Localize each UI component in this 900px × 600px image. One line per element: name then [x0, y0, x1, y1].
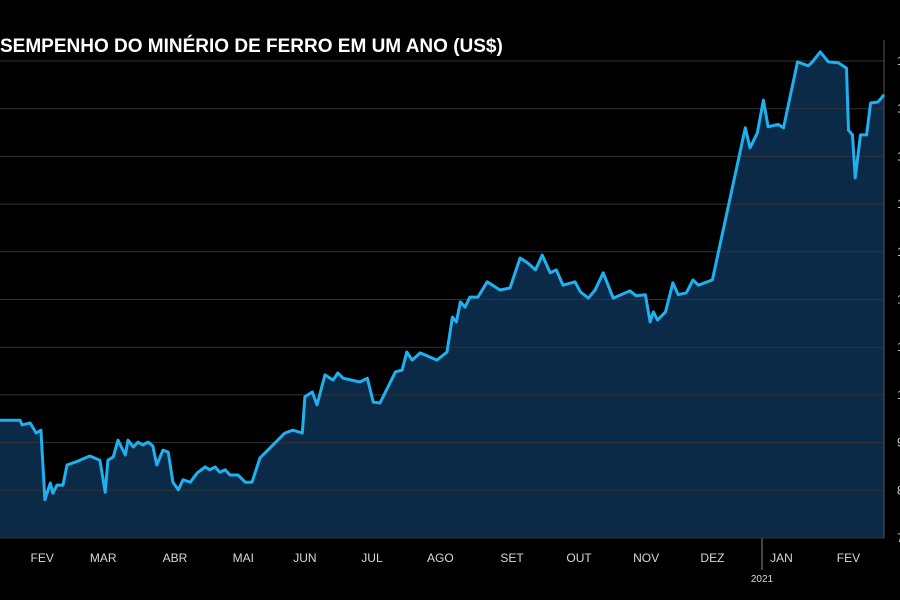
- y-tick-label: 90: [897, 436, 900, 450]
- y-tick-label: 80: [897, 483, 900, 497]
- y-tick-label: 140: [897, 197, 900, 211]
- x-tick-label: OUT: [566, 551, 592, 565]
- y-tick-label: 160: [897, 102, 900, 116]
- x-tick-label: FEV: [31, 551, 54, 565]
- x-tick-label: JUN: [293, 551, 316, 565]
- chart-title: SEMPENHO DO MINÉRIO DE FERRO EM UM ANO (…: [0, 35, 503, 57]
- y-tick-label: 170: [897, 54, 900, 68]
- x-tick-label: JAN: [770, 551, 793, 565]
- y-tick-label: 130: [897, 245, 900, 259]
- x-tick-label: ABR: [163, 551, 188, 565]
- y-tick-label: 110: [897, 340, 900, 354]
- year-label: 2021: [751, 574, 774, 585]
- x-tick-label: NOV: [633, 551, 659, 565]
- line: [0, 50, 886, 502]
- x-tick-label: SET: [500, 551, 524, 565]
- x-tick-label: MAR: [90, 551, 117, 565]
- x-tick-label: JUL: [361, 551, 383, 565]
- y-tick-label: 100: [897, 388, 900, 402]
- x-tick-label: AGO: [427, 551, 454, 565]
- x-tick-label: FEV: [837, 551, 860, 565]
- y-tick-label: 70: [897, 531, 900, 545]
- x-tick-label: MAI: [233, 551, 254, 565]
- y-tick-label: 120: [897, 292, 900, 306]
- x-tick-label: DEZ: [700, 551, 724, 565]
- y-tick-label: 150: [897, 149, 900, 163]
- area: [0, 51, 884, 539]
